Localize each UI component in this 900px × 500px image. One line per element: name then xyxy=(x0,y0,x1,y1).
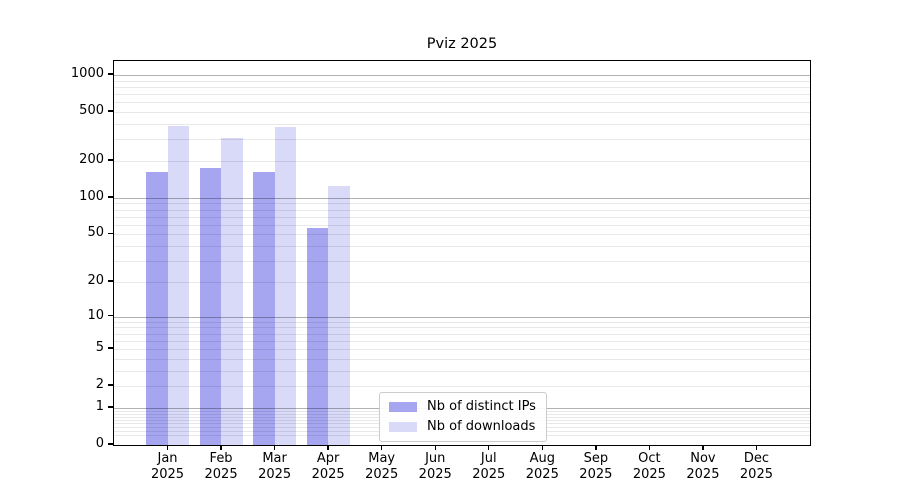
bar-distinct-ips xyxy=(146,172,168,445)
bar-distinct-ips xyxy=(253,171,275,445)
x-tick-mark xyxy=(541,445,543,450)
x-tick-mark xyxy=(273,445,276,450)
x-tick-label: May 2025 xyxy=(365,451,399,482)
y-gridline-major xyxy=(114,75,810,77)
y-tick-mark xyxy=(108,406,114,408)
y-gridline-minor xyxy=(114,234,810,236)
bar-downloads xyxy=(167,126,190,445)
y-tick-mark xyxy=(108,314,114,317)
y-gridline-minor xyxy=(114,281,810,283)
y-gridline-minor xyxy=(114,349,810,351)
y-tick-mark xyxy=(108,196,114,198)
y-tick-label: 20 xyxy=(87,272,104,288)
x-tick-label: Jan 2025 xyxy=(150,451,185,482)
grid-layer xyxy=(114,61,810,445)
y-gridline-minor xyxy=(114,224,810,226)
y-tick-label: 2 xyxy=(95,377,104,393)
y-tick-label: 1000 xyxy=(70,66,104,82)
y-gridline-major xyxy=(114,197,810,199)
x-tick-label: Sep 2025 xyxy=(579,451,613,482)
x-tick-mark xyxy=(702,445,704,450)
x-tick-mark xyxy=(380,445,383,450)
y-gridline-minor xyxy=(114,139,810,141)
y-gridline-minor xyxy=(114,327,810,329)
y-gridline-minor xyxy=(114,370,810,372)
chart-title: Pviz 2025 xyxy=(426,36,498,52)
x-tick-label: Aug 2025 xyxy=(525,451,559,482)
y-tick-mark xyxy=(108,443,114,445)
bar-distinct-ips xyxy=(199,168,222,445)
y-gridline-minor xyxy=(114,209,810,211)
y-tick-mark xyxy=(108,159,114,161)
legend-item-distinct-ips: Nb of distinct IPs xyxy=(389,399,536,415)
y-tick-mark xyxy=(108,110,114,112)
x-tick-mark xyxy=(220,445,222,450)
bar-downloads xyxy=(328,186,350,445)
y-tick-mark xyxy=(108,73,114,75)
y-gridline-minor xyxy=(114,321,810,323)
y-gridline-minor xyxy=(114,386,810,388)
y-tick-label: 0 xyxy=(95,436,104,451)
y-gridline-minor xyxy=(114,333,810,335)
bar-distinct-ips xyxy=(306,228,329,445)
y-gridline-minor xyxy=(114,124,810,126)
y-tick-label: 1 xyxy=(95,398,104,414)
y-tick-label: 50 xyxy=(87,225,104,241)
y-gridline-minor xyxy=(114,216,810,218)
y-tick-label: 10 xyxy=(87,307,104,323)
x-tick-label: Jul 2025 xyxy=(472,451,506,482)
x-tick-label: Nov 2025 xyxy=(686,451,720,482)
y-gridline-minor xyxy=(114,358,810,360)
bar-downloads xyxy=(274,127,297,445)
y-tick-label: 100 xyxy=(79,188,104,204)
y-tick-label: 500 xyxy=(79,103,104,119)
y-gridline-major xyxy=(114,316,810,318)
x-tick-mark xyxy=(166,445,169,450)
x-tick-label: Mar 2025 xyxy=(258,451,292,482)
y-tick-label: 200 xyxy=(79,152,104,167)
y-gridline-minor xyxy=(114,86,810,88)
y-gridline-minor xyxy=(114,102,810,104)
x-tick-mark xyxy=(434,445,436,450)
legend-label-distinct-ips: Nb of distinct IPs xyxy=(427,399,536,414)
x-tick-mark xyxy=(488,445,490,450)
y-tick-label: 5 xyxy=(95,340,104,356)
legend-item-downloads: Nb of downloads xyxy=(389,419,536,435)
x-tick-mark xyxy=(595,445,597,450)
legend: Nb of distinct IPs Nb of downloads xyxy=(379,392,547,442)
bar-downloads xyxy=(221,137,243,445)
y-gridline-minor xyxy=(114,203,810,205)
y-gridline-minor xyxy=(114,340,810,342)
y-tick-mark xyxy=(108,232,114,235)
x-tick-label: Oct 2025 xyxy=(632,451,666,482)
y-gridline-minor xyxy=(114,246,810,248)
x-tick-label: Feb 2025 xyxy=(204,451,238,482)
y-gridline-minor xyxy=(114,161,810,162)
plot-area xyxy=(113,60,811,446)
x-tick-label: Apr 2025 xyxy=(311,451,345,482)
y-tick-mark xyxy=(108,347,114,349)
y-gridline-minor xyxy=(114,261,810,263)
legend-swatch-distinct-ips-icon xyxy=(389,402,417,412)
x-tick-mark xyxy=(648,445,651,450)
y-tick-mark xyxy=(108,280,114,282)
y-gridline-minor xyxy=(114,94,810,96)
bars-layer xyxy=(114,61,810,445)
x-tick-label: Jun 2025 xyxy=(418,451,452,482)
x-tick-mark xyxy=(327,445,329,450)
legend-label-downloads: Nb of downloads xyxy=(427,419,536,434)
x-tick-label: Dec 2025 xyxy=(739,451,773,482)
legend-swatch-downloads-icon xyxy=(389,422,417,432)
y-gridline-minor xyxy=(114,112,810,114)
y-tick-mark xyxy=(108,384,114,386)
x-tick-mark xyxy=(755,445,758,450)
y-gridline-minor xyxy=(114,80,810,82)
